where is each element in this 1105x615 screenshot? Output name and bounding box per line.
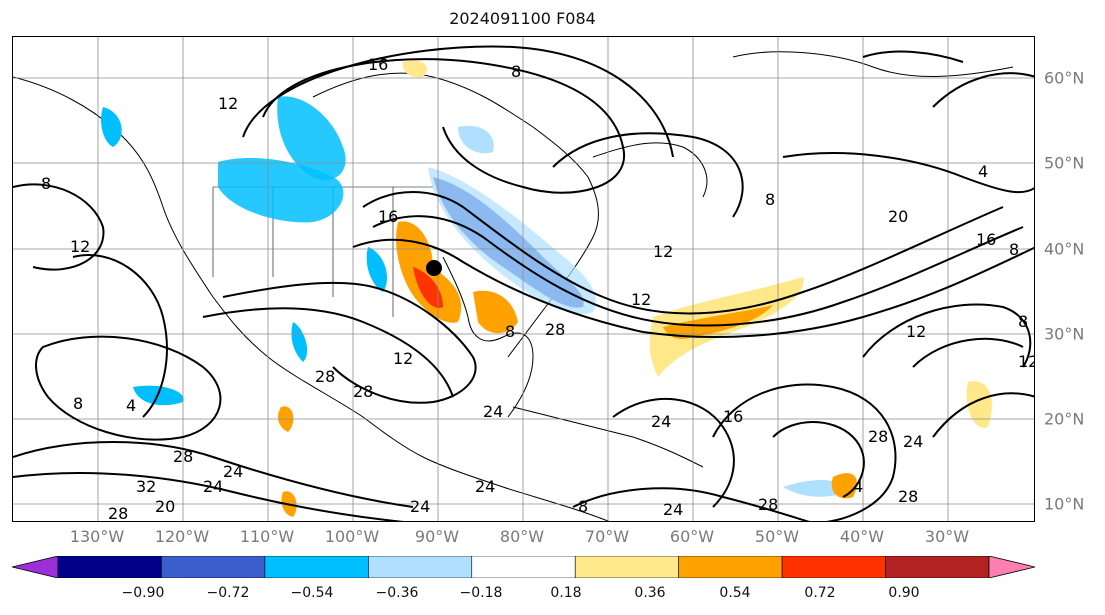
colorbar-tick: 0.54 xyxy=(719,585,751,601)
lon-label: 100°W xyxy=(324,527,380,546)
colorbar-segments xyxy=(12,556,1035,578)
contour-label: 28 xyxy=(173,447,193,466)
contour-label: 28 xyxy=(868,427,888,446)
contour-label: 8 xyxy=(578,497,588,516)
colorbar-tick: −0.90 xyxy=(121,585,165,601)
colorbar-segment xyxy=(678,556,783,578)
lon-label: 130°W xyxy=(69,527,125,546)
lon-label: 70°W xyxy=(584,527,630,546)
contour-label: 28 xyxy=(353,382,373,401)
contour-label: 24 xyxy=(483,402,503,421)
colorbar-tick: −0.54 xyxy=(290,585,334,601)
colorbar-segment xyxy=(264,556,369,578)
positive-shading xyxy=(277,60,992,517)
contour-label: 16 xyxy=(368,55,388,74)
contour-lines xyxy=(13,45,1034,521)
colorbar-tick: 0.36 xyxy=(634,585,666,601)
negative-shading xyxy=(101,96,848,497)
lon-label: 110°W xyxy=(239,527,295,546)
lat-label: 40°N xyxy=(1044,239,1085,259)
colorbar-extend-high xyxy=(988,556,1035,578)
contour-label: 28 xyxy=(758,495,778,514)
contour-label: 32 xyxy=(136,477,156,496)
contour-label: 8 xyxy=(73,394,83,413)
lon-label: 40°W xyxy=(839,527,885,546)
colorbar-tick: 0.72 xyxy=(804,585,836,601)
contour-label: 20 xyxy=(888,207,908,226)
contour-label: 28 xyxy=(898,487,918,506)
colorbar-extend-low xyxy=(12,556,59,578)
contour-label: 24 xyxy=(410,497,430,516)
contour-label: 8 xyxy=(505,322,515,341)
colorbar-tick: 0.18 xyxy=(550,585,582,601)
contour-label: 12 xyxy=(906,322,926,341)
colorbar-tick: −0.18 xyxy=(459,585,503,601)
contour-label: 24 xyxy=(223,462,243,481)
colorbar-segment xyxy=(885,556,990,578)
contour-label: 4 xyxy=(853,477,863,496)
contour-label: 24 xyxy=(203,477,223,496)
contour-label: 24 xyxy=(651,412,671,431)
contour-label: 12 xyxy=(218,94,238,113)
contour-label: 28 xyxy=(315,367,335,386)
colorbar-segment xyxy=(781,556,886,578)
colorbar-segment xyxy=(471,556,576,578)
map-frame: 16 8 12 8 4 8 20 16 8 12 12 16 12 8 12 2… xyxy=(12,36,1035,522)
contour-label: 8 xyxy=(1009,240,1019,259)
lon-label: 30°W xyxy=(924,527,970,546)
contour-label: 16 xyxy=(976,230,996,249)
lat-label: 20°N xyxy=(1044,409,1085,429)
colorbar-segment xyxy=(161,556,266,578)
contour-label: 12 xyxy=(1018,352,1035,371)
lat-label: 60°N xyxy=(1044,68,1085,88)
lon-label: 120°W xyxy=(154,527,210,546)
contour-label: 12 xyxy=(70,237,90,256)
graticule xyxy=(13,37,1034,521)
lon-label: 80°W xyxy=(499,527,545,546)
colorbar-tick: −0.72 xyxy=(206,585,250,601)
contour-label: 12 xyxy=(653,242,673,261)
contour-label: 24 xyxy=(475,477,495,496)
colorbar-tick: 0.90 xyxy=(888,585,920,601)
lat-label: 50°N xyxy=(1044,153,1085,173)
colorbar xyxy=(12,556,1035,578)
contour-label: 24 xyxy=(663,500,683,519)
contour-label: 12 xyxy=(393,349,413,368)
contour-label: 16 xyxy=(378,207,398,226)
contour-label-group: 16 8 12 8 4 8 20 16 8 12 12 16 12 8 12 2… xyxy=(41,55,1035,522)
lon-label: 90°W xyxy=(414,527,460,546)
contour-label: 28 xyxy=(545,320,565,339)
map-canvas: 16 8 12 8 4 8 20 16 8 12 12 16 12 8 12 2… xyxy=(13,37,1035,522)
colorbar-segment xyxy=(57,556,162,578)
contour-label: 4 xyxy=(126,396,136,415)
contour-label: 24 xyxy=(903,432,923,451)
lat-label: 30°N xyxy=(1044,324,1085,344)
contour-label: 8 xyxy=(511,62,521,81)
contour-label: 12 xyxy=(631,290,651,309)
lon-label: 60°W xyxy=(669,527,715,546)
map-title: 2024091100 F084 xyxy=(449,9,596,28)
lon-label: 50°W xyxy=(754,527,800,546)
contour-label: 28 xyxy=(108,504,128,522)
storm-center-marker xyxy=(426,260,442,276)
contour-label: 8 xyxy=(765,190,775,209)
contour-label: 20 xyxy=(155,497,175,516)
colorbar-tick: −0.36 xyxy=(375,585,419,601)
contour-label: 4 xyxy=(978,162,988,181)
lat-label: 10°N xyxy=(1044,494,1085,514)
contour-label: 8 xyxy=(1018,312,1028,331)
contour-label: 16 xyxy=(723,407,743,426)
colorbar-segment xyxy=(574,556,679,578)
contour-label: 8 xyxy=(41,174,51,193)
colorbar-segment xyxy=(368,556,473,578)
